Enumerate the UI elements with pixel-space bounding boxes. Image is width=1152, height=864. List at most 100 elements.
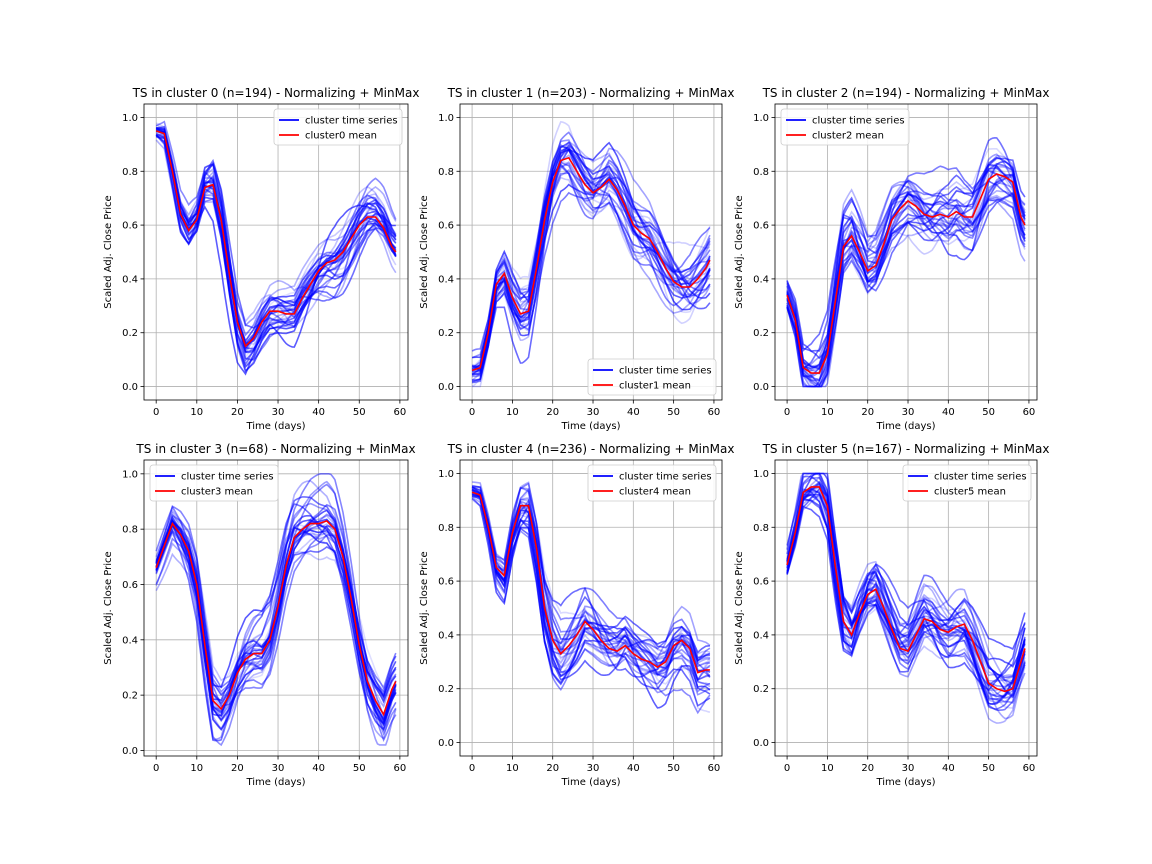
y-tick-label: 0.4 — [438, 274, 454, 285]
cluster-time-series-line — [471, 486, 711, 681]
cluster-time-series-line — [786, 175, 1026, 388]
cluster-mean-line — [471, 491, 710, 674]
y-tick-label: 0.2 — [438, 328, 454, 339]
cluster-time-series-line — [155, 513, 397, 690]
member-series-group — [786, 136, 1026, 388]
x-tick-label: 50 — [353, 407, 366, 418]
x-tick-label: 60 — [394, 407, 407, 418]
x-tick-label: 10 — [190, 763, 203, 774]
y-axis-label: Scaled Adj. Close Price — [734, 551, 745, 664]
legend: cluster time series cluster2 mean — [780, 108, 910, 146]
y-tick-label: 0.4 — [753, 630, 769, 641]
chart-title: TS in cluster 1 (n=203) - Normalizing + … — [447, 86, 735, 100]
x-tick-label: 30 — [902, 763, 915, 774]
x-tick-label: 40 — [627, 407, 640, 418]
cluster-time-series-line — [471, 141, 711, 372]
y-tick-label: 1.0 — [753, 113, 769, 124]
legend-label: cluster time series — [812, 116, 905, 127]
x-tick-label: 0 — [469, 763, 475, 774]
y-tick-label: 1.0 — [122, 469, 138, 480]
y-tick-label: 0.0 — [753, 738, 769, 749]
legend-box — [902, 464, 1032, 502]
cluster-time-series-line — [786, 179, 1026, 387]
member-series-group — [471, 120, 711, 388]
legend-label: cluster4 mean — [619, 487, 691, 498]
cluster-time-series-line — [471, 176, 711, 376]
cluster-time-series-line — [786, 165, 1026, 368]
cluster-time-series-line — [155, 132, 397, 346]
cluster-time-series-line — [786, 480, 1026, 677]
x-tick-label: 10 — [821, 763, 834, 774]
cluster-time-series-line — [471, 494, 711, 696]
legend-label: cluster2 mean — [812, 131, 884, 142]
cluster-time-series-line — [472, 481, 711, 673]
member-series-group — [155, 120, 397, 376]
x-tick-label: 40 — [312, 763, 325, 774]
y-tick-label: 0.4 — [122, 635, 138, 646]
x-tick-label: 60 — [394, 763, 407, 774]
x-tick-label: 60 — [1023, 407, 1036, 418]
member-series-group — [471, 481, 711, 715]
cluster-time-series-line — [471, 144, 711, 374]
legend-box — [587, 358, 717, 396]
cluster-time-series-line — [471, 148, 711, 370]
x-tick-label: 60 — [708, 407, 721, 418]
cluster-time-series-line — [786, 483, 1026, 704]
y-tick-label: 1.0 — [438, 113, 454, 124]
y-tick-label: 0.2 — [753, 328, 769, 339]
cluster-time-series-line — [472, 140, 711, 367]
chart-title: TS in cluster 0 (n=194) - Normalizing + … — [132, 86, 420, 100]
x-tick-label: 50 — [982, 407, 995, 418]
legend: cluster time series cluster3 mean — [149, 464, 279, 502]
x-tick-label: 0 — [153, 407, 159, 418]
x-tick-label: 40 — [942, 763, 955, 774]
cluster-time-series-line — [786, 156, 1026, 370]
cluster-time-series-line — [786, 472, 1026, 700]
member-series-group — [155, 473, 397, 747]
x-tick-label: 0 — [469, 407, 475, 418]
x-tick-label: 50 — [982, 763, 995, 774]
cluster-time-series-line — [155, 127, 397, 350]
chart-title: TS in cluster 3 (n=68) - Normalizing + M… — [135, 442, 415, 456]
x-tick-label: 20 — [861, 763, 874, 774]
y-tick-label: 0.0 — [122, 746, 138, 757]
x-tick-label: 60 — [1023, 763, 1036, 774]
y-tick-label: 0.2 — [753, 684, 769, 695]
cluster-time-series-line — [786, 472, 1026, 679]
axes-frame — [459, 459, 723, 757]
x-axis-label: Time (days) — [875, 777, 935, 788]
axes-frame — [143, 103, 409, 401]
panel-cluster-2: 0 10 20 30 40 50 60 0.0 0.2 0.4 0.6 0.8 1.0 TS in clu… — [734, 86, 1049, 432]
y-tick-label: 0.0 — [122, 382, 138, 393]
cluster-time-series-line — [786, 165, 1026, 382]
y-tick-label: 0.4 — [753, 274, 769, 285]
y-tick-label: 0.2 — [438, 684, 454, 695]
legend-label: cluster1 mean — [619, 381, 691, 392]
x-axis-label: Time (days) — [875, 421, 935, 432]
legend: cluster time series cluster0 mean — [273, 108, 403, 146]
y-tick-label: 0.8 — [753, 167, 769, 178]
chart-title: TS in cluster 4 (n=236) - Normalizing + … — [447, 442, 735, 456]
cluster-mean-line — [155, 519, 397, 717]
x-tick-label: 0 — [153, 763, 159, 774]
cluster-time-series-line — [786, 189, 1026, 367]
cluster-time-series-line — [471, 161, 711, 369]
x-tick-label: 10 — [190, 407, 203, 418]
y-axis-label: Scaled Adj. Close Price — [103, 195, 114, 308]
y-tick-label: 1.0 — [122, 113, 138, 124]
y-tick-label: 0.8 — [753, 523, 769, 534]
cluster-time-series-line — [472, 144, 711, 376]
x-tick-label: 30 — [587, 407, 600, 418]
axes-frame — [774, 459, 1038, 757]
y-tick-label: 0.8 — [122, 525, 138, 536]
member-series-group — [786, 472, 1026, 724]
legend-label: cluster time series — [181, 472, 274, 483]
x-tick-label: 10 — [506, 763, 519, 774]
x-axis-label: Time (days) — [245, 777, 305, 788]
y-tick-label: 0.4 — [438, 630, 454, 641]
legend-label: cluster3 mean — [181, 487, 253, 498]
cluster-time-series-line — [155, 520, 397, 699]
cluster-time-series-line — [155, 503, 397, 742]
cluster-time-series-line — [155, 134, 397, 354]
